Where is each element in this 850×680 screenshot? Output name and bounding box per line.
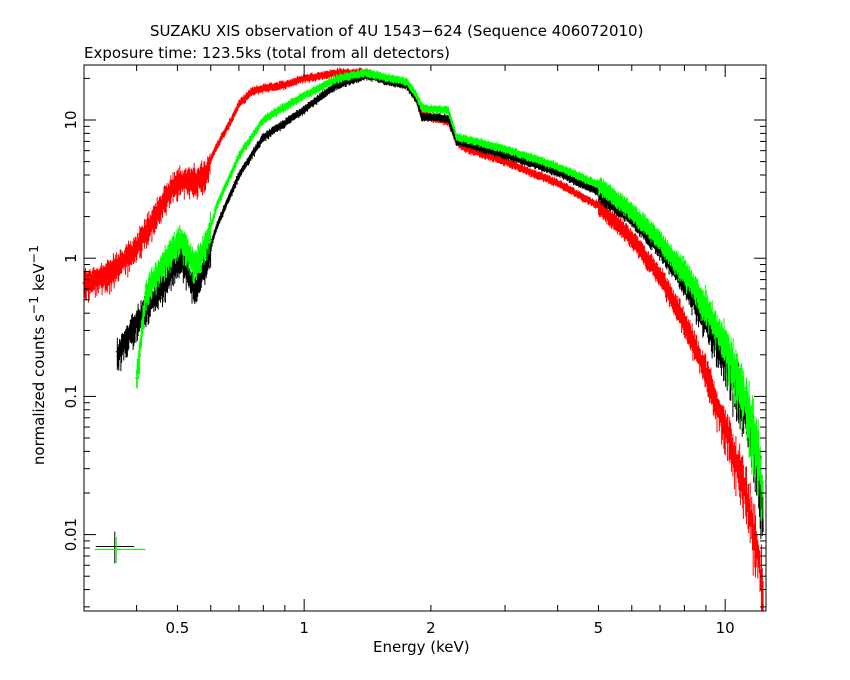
x-tick-label: 5 (594, 619, 604, 637)
series-layer (82, 67, 764, 611)
axis-ticks (83, 65, 766, 611)
y-tick-label: 0.1 (62, 384, 80, 408)
x-axis-label: Energy (keV) (373, 638, 470, 656)
x-tick-label: 2 (426, 619, 436, 637)
series-1-points (115, 71, 764, 540)
series-2-points (135, 68, 764, 521)
x-tick-label: 1 (299, 619, 309, 637)
y-label-mid: keV (30, 263, 48, 296)
chart-title: SUZAKU XIS observation of 4U 1543−624 (S… (150, 22, 644, 40)
chart-subtitle: Exposure time: 123.5ks (total from all d… (84, 44, 451, 62)
y-label-sup2: −1 (26, 244, 41, 264)
plot-frame (83, 64, 767, 612)
series-0-points (82, 67, 764, 611)
tick-labels: 0.5 1 2 5 10 0.01 0.1 1 10 (62, 110, 735, 637)
y-tick-label: 1 (62, 253, 80, 263)
error-bar-key (94, 531, 146, 564)
series-2 (135, 68, 764, 521)
y-label-sup1: −1 (26, 295, 41, 315)
y-label-pre: normalized counts s (30, 314, 48, 466)
series-0 (82, 67, 764, 611)
x-tick-label: 0.5 (165, 619, 189, 637)
x-tick-label: 10 (716, 619, 735, 637)
series-1 (115, 71, 764, 540)
y-axis-label: normalized counts s−1 keV−1 (26, 245, 48, 465)
y-tick-label: 0.01 (62, 518, 80, 551)
y-tick-label: 10 (62, 110, 80, 129)
